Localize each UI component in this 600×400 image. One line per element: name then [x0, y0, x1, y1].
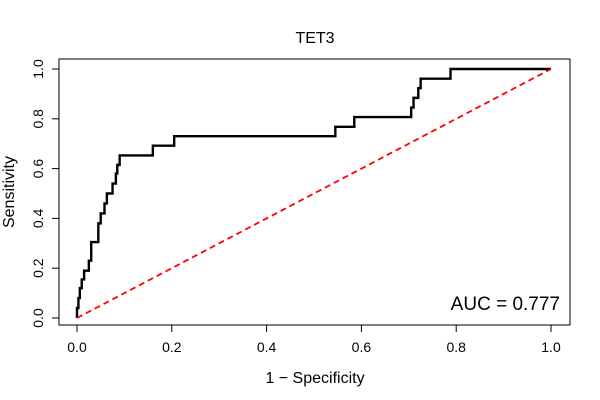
- x-tick-label: 0.8: [446, 339, 466, 355]
- y-tick-label: 0.0: [30, 308, 46, 328]
- roc-curve-line: [75, 67, 551, 318]
- x-axis-label: 1 − Specificity: [265, 370, 364, 387]
- series-layer: [75, 67, 552, 319]
- auc-annotation: AUC = 0.777: [451, 294, 560, 315]
- y-tick-label: 0.4: [30, 208, 46, 228]
- y-tick-label: 0.6: [30, 159, 46, 179]
- x-tick-label: 0.4: [257, 339, 277, 355]
- x-tick-label: 1.0: [541, 339, 561, 355]
- reference-diagonal-line: [76, 68, 552, 319]
- x-tick-label: 0.0: [67, 339, 87, 355]
- y-tick-label: 0.2: [30, 258, 46, 278]
- y-axis-label: Sensitivity: [1, 156, 18, 228]
- x-axis: 0.0 0.2 0.4 0.6 0.8 1.0: [67, 324, 561, 355]
- y-tick-label: 1.0: [30, 59, 46, 79]
- chart-title: TET3: [295, 30, 334, 47]
- x-tick-label: 0.2: [162, 339, 182, 355]
- y-axis: 0.0 0.2 0.4 0.6 0.8 1.0: [30, 59, 60, 328]
- x-tick-label: 0.6: [352, 339, 372, 355]
- y-tick-label: 0.8: [30, 109, 46, 129]
